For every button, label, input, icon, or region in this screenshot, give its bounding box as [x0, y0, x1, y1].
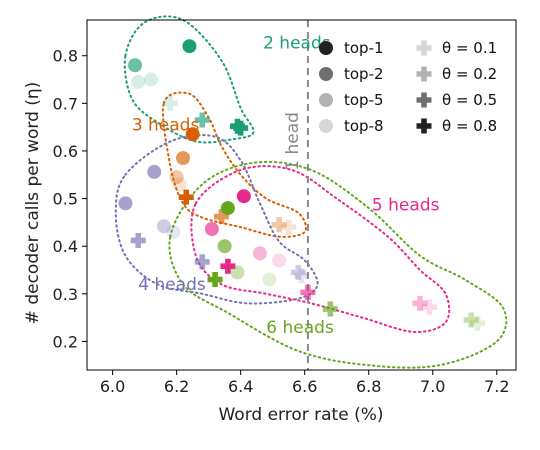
data-point [290, 264, 306, 280]
data-point [236, 189, 251, 204]
data-point [271, 217, 287, 233]
axes: 6.0 6.2 6.4 6.6 6.8 7.0 7.2 0.2 0.3 0.4 0.5 0.6 0.7 0… [53, 19, 517, 396]
reference-line-group: 1 head [283, 20, 309, 370]
data-points [118, 39, 486, 331]
data-point [220, 258, 236, 274]
data-point [217, 239, 232, 254]
data-point [220, 201, 235, 216]
data-point [131, 74, 146, 89]
x-tick-label: 6.0 [100, 377, 125, 396]
legend-marker-top [319, 93, 333, 107]
y-tick-label: 0.5 [53, 190, 78, 209]
y-tick-label: 0.3 [53, 285, 78, 304]
data-point [300, 284, 316, 300]
y-tick-label: 0.8 [53, 47, 78, 66]
legend-marker-top [319, 67, 333, 81]
x-tick-label: 6.2 [164, 377, 189, 396]
legend-marker-top [319, 41, 333, 55]
data-point [207, 272, 223, 288]
group-label-3-heads: 3 heads [132, 115, 200, 135]
group-label-4-heads: 4 heads [138, 275, 206, 295]
group-labels: 2 heads 3 heads 4 heads 5 heads 6 heads [132, 34, 440, 338]
data-point [147, 164, 162, 179]
data-point [144, 72, 159, 87]
data-point [233, 120, 249, 136]
data-point [272, 253, 287, 268]
data-point [156, 219, 171, 234]
group-label-2-heads: 2 heads [263, 34, 331, 54]
data-point [130, 232, 146, 248]
data-point [262, 272, 277, 287]
data-point [166, 224, 181, 239]
data-point [118, 196, 133, 211]
data-point [185, 127, 200, 142]
plot-frame [86, 19, 517, 371]
data-point [422, 299, 438, 315]
legend-label-top: top-1 [344, 39, 384, 57]
data-point [463, 312, 479, 328]
x-tick-label: 7.2 [484, 377, 509, 396]
data-point [182, 39, 197, 54]
data-point [194, 112, 210, 128]
legend-marker-theta [416, 92, 432, 108]
group-regions [114, 15, 508, 369]
y-axis-label: # decoder calls per word (η) [23, 82, 43, 325]
data-point [128, 58, 143, 73]
legend-label-theta: θ = 0.8 [442, 117, 497, 135]
data-point [470, 315, 486, 331]
legend: top-1 top-2 top-5 top-8 θ = 0.1 θ = 0.2 θ = 0.… [319, 39, 497, 135]
region-4-heads [114, 134, 319, 305]
data-point [176, 151, 191, 166]
legend-marker-theta [416, 66, 432, 82]
y-tick-label: 0.6 [53, 142, 78, 161]
x-axis-label: Word error rate (%) [218, 405, 383, 425]
x-tick-label: 6.6 [292, 377, 317, 396]
y-tick-label: 0.2 [53, 332, 78, 351]
x-tick-label: 6.8 [356, 377, 381, 396]
data-point [194, 254, 210, 270]
data-point [412, 295, 428, 311]
legend-marker-top [319, 119, 333, 133]
data-point [178, 189, 194, 205]
legend-label-theta: θ = 0.2 [442, 65, 497, 83]
data-point [322, 301, 338, 317]
group-label-6-heads: 6 heads [266, 318, 334, 338]
y-tick-label: 0.7 [53, 94, 78, 113]
x-tick-label: 6.4 [228, 377, 253, 396]
data-point [204, 222, 219, 237]
legend-label-top: top-5 [344, 91, 384, 109]
region-5-heads [190, 165, 451, 333]
legend-label-theta: θ = 0.5 [442, 91, 497, 109]
x-tick-label: 7.0 [420, 377, 445, 396]
legend-marker-theta [416, 40, 432, 56]
data-point [252, 246, 267, 261]
region-6-heads [168, 160, 508, 369]
data-point [294, 268, 310, 284]
group-label-5-heads: 5 heads [372, 195, 440, 215]
data-point [162, 95, 178, 111]
legend-label-top: top-2 [344, 65, 384, 83]
legend-marker-theta [416, 118, 432, 134]
legend-label-theta: θ = 0.1 [442, 39, 497, 57]
data-point [230, 265, 245, 280]
one-head-label: 1 head [283, 112, 303, 171]
data-point [172, 177, 187, 192]
data-point [213, 209, 229, 225]
region-2-heads [123, 15, 255, 144]
y-tick-label: 0.4 [53, 237, 78, 256]
data-point [169, 170, 184, 185]
data-point [281, 219, 297, 235]
legend-label-top: top-8 [344, 117, 384, 135]
